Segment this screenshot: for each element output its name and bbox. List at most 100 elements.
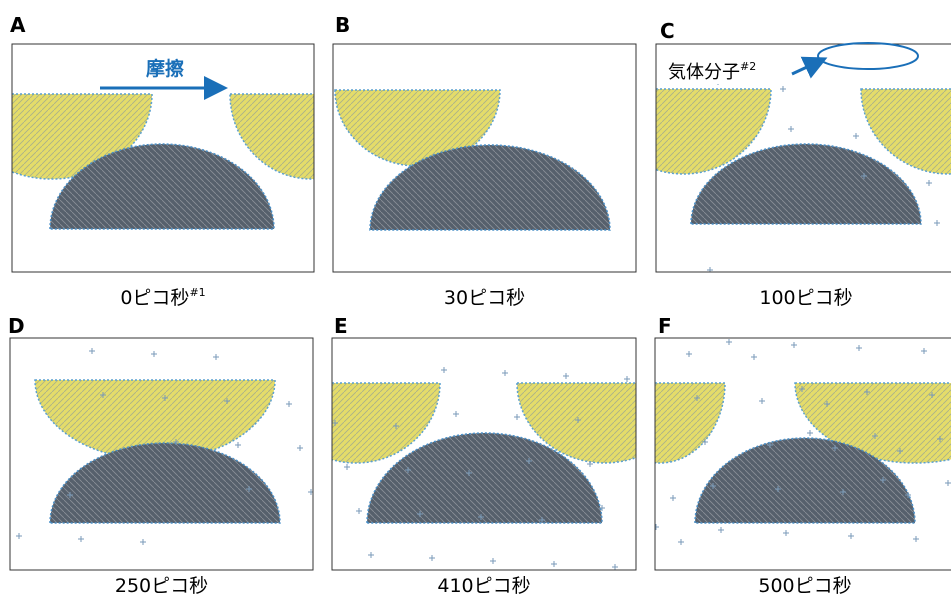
panel <box>11 43 315 273</box>
gas-molecule <box>678 539 684 545</box>
gas-molecule <box>929 392 935 398</box>
gas-molecule <box>587 461 593 467</box>
gas-molecule <box>926 180 932 186</box>
gas-molecule <box>934 220 940 226</box>
gas-molecule <box>78 536 84 542</box>
gas-molecule <box>861 173 867 179</box>
gas-molecule <box>297 445 303 451</box>
gas-molecule <box>453 411 459 417</box>
gas-molecule <box>502 370 508 376</box>
panel-frame <box>332 43 637 273</box>
gas-molecule <box>710 483 716 489</box>
gas-molecule <box>162 395 168 401</box>
gas-molecule <box>897 448 903 454</box>
gas-molecule <box>286 401 292 407</box>
lower-particle <box>694 437 916 524</box>
gas-molecule <box>213 354 219 360</box>
caption: 100ピコ秒 <box>759 287 852 309</box>
panel-label: A <box>10 13 26 37</box>
gas-molecule <box>368 552 374 558</box>
gas-molecule <box>807 430 813 436</box>
gas-molecule <box>140 539 146 545</box>
upper-particle <box>860 88 951 175</box>
simulation <box>10 338 313 570</box>
caption-text: 250ピコ秒 <box>115 575 208 597</box>
gas-molecule <box>490 558 496 564</box>
simulation <box>333 44 636 272</box>
simulation <box>332 338 636 570</box>
annotation-bg <box>664 58 794 84</box>
panel-frame <box>9 337 314 571</box>
gas-molecule <box>759 398 765 404</box>
gas-molecule <box>686 351 692 357</box>
panel-frame <box>655 43 951 273</box>
gas-molecule <box>707 267 713 272</box>
caption-text: 410ピコ秒 <box>437 575 530 597</box>
panel-label: B <box>335 13 350 37</box>
caption: 500ピコ秒 <box>758 575 851 597</box>
caption: 30ピコ秒 <box>444 287 525 309</box>
gas-molecule <box>872 433 878 439</box>
gas-molecule <box>767 442 773 448</box>
gas-molecule <box>332 420 338 426</box>
gas-molecule <box>775 486 781 492</box>
panel-frame <box>11 43 315 273</box>
simulation <box>655 338 951 570</box>
gas-molecule <box>67 492 73 498</box>
gas-molecule <box>799 386 805 392</box>
gas-molecule <box>840 489 846 495</box>
upper-particle <box>229 93 314 180</box>
gas-molecule <box>563 373 569 379</box>
gas-molecule <box>937 436 943 442</box>
gas-molecule <box>780 86 786 92</box>
gas-molecule <box>905 492 911 498</box>
panel-frame <box>331 337 637 571</box>
gas-molecule <box>853 133 859 139</box>
gas-molecule <box>791 342 797 348</box>
gas-molecule <box>16 533 22 539</box>
gas-molecule <box>864 389 870 395</box>
caption-note: #1 <box>189 286 205 299</box>
gas-molecule <box>848 533 854 539</box>
caption: 250ピコ秒 <box>115 575 208 597</box>
gas-molecule <box>913 536 919 542</box>
gas-molecule <box>670 495 676 501</box>
panel-label: C <box>660 19 675 43</box>
gas-molecule <box>856 345 862 351</box>
gas-molecule <box>393 423 399 429</box>
lower-particle <box>49 442 281 524</box>
gas-molecule <box>575 417 581 423</box>
lower-particle <box>366 432 603 524</box>
caption-text: 500ピコ秒 <box>758 575 851 597</box>
upper-particle <box>794 382 951 464</box>
gas-molecule <box>694 395 700 401</box>
gas-molecule <box>417 511 423 517</box>
gas-molecule <box>100 392 106 398</box>
gas-molecule <box>151 351 157 357</box>
gas-arrow <box>791 56 828 79</box>
gas-text: 気体分子 <box>668 62 740 83</box>
gas-molecule <box>751 354 757 360</box>
gas-molecule <box>89 348 95 354</box>
gas-molecule <box>921 348 927 354</box>
gas-molecule <box>612 564 618 570</box>
caption-text: 30ピコ秒 <box>444 287 525 309</box>
gas-molecule <box>466 470 472 476</box>
gas-molecule <box>624 376 630 382</box>
gas-molecule <box>356 508 362 514</box>
gas-molecule <box>726 339 732 345</box>
panel-frame <box>654 337 951 571</box>
gas-molecule <box>832 445 838 451</box>
panel <box>655 43 951 273</box>
gas-molecule <box>441 367 447 373</box>
gas-molecule <box>783 530 789 536</box>
gas-molecule <box>702 439 708 445</box>
lower-particle <box>690 143 922 225</box>
gas-molecule <box>526 458 532 464</box>
simulation <box>12 44 314 272</box>
panel <box>331 337 637 571</box>
gas-molecule <box>308 489 313 495</box>
caption-text: 0ピコ秒 <box>120 287 189 309</box>
gas-molecule <box>173 439 179 445</box>
